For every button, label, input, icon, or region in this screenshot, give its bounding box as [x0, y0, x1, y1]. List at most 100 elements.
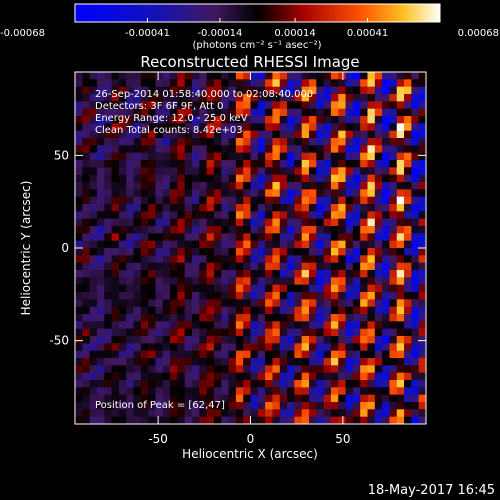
- heatmap-cell: [104, 226, 112, 234]
- heatmap-cell: [345, 328, 354, 337]
- heatmap-cell: [148, 72, 156, 80]
- heatmap-cell: [140, 79, 149, 88]
- heatmap-cell: [177, 409, 186, 418]
- heatmap-cell: [316, 387, 325, 396]
- heatmap-cell: [418, 218, 427, 227]
- heatmap-cell: [243, 123, 251, 132]
- heatmap-cell: [243, 380, 251, 388]
- heatmap-cell: [75, 182, 83, 190]
- heatmap-cell: [213, 380, 222, 388]
- heatmap-cell: [374, 211, 383, 220]
- heatmap-cell: [235, 196, 244, 205]
- heatmap-cell: [389, 416, 398, 425]
- heatmap-cell: [257, 167, 266, 176]
- heatmap-cell: [345, 336, 354, 344]
- heatmap-cell: [265, 292, 273, 300]
- heatmap-cell: [374, 123, 383, 132]
- heatmap-cell: [345, 380, 354, 388]
- heatmap-cell: [118, 167, 127, 176]
- heatmap-cell: [213, 211, 222, 220]
- heatmap-cell: [148, 277, 156, 286]
- heatmap-cell: [323, 211, 332, 220]
- heatmap-cell: [360, 211, 368, 220]
- heatmap-cell: [411, 358, 420, 366]
- heatmap-cell: [111, 86, 120, 95]
- heatmap-cell: [75, 321, 83, 330]
- heatmap-cell: [118, 416, 127, 425]
- heatmap-cell: [338, 365, 346, 374]
- heatmap-cell: [221, 167, 229, 176]
- heatmap-cell: [316, 108, 325, 117]
- heatmap-cell: [418, 284, 427, 293]
- heatmap-cell: [89, 358, 98, 366]
- heatmap-cell: [323, 182, 332, 190]
- heatmap-cell: [213, 86, 222, 95]
- heatmap-cell: [192, 240, 200, 249]
- heatmap-cell: [235, 108, 244, 117]
- heatmap-cell: [404, 314, 412, 322]
- heatmap-cell: [228, 182, 237, 190]
- heatmap-cell: [294, 277, 303, 286]
- heatmap-cell: [287, 101, 295, 110]
- heatmap-cell: [352, 292, 361, 300]
- heatmap-cell: [382, 394, 390, 403]
- heatmap-cell: [265, 394, 273, 403]
- heatmap-cell: [155, 299, 164, 308]
- heatmap-cell: [279, 79, 288, 88]
- heatmap-cell: [118, 380, 127, 388]
- heatmap-cell: [235, 314, 244, 322]
- heatmap-cell: [360, 416, 368, 425]
- heatmap-cell: [104, 94, 112, 102]
- heatmap-cell: [140, 72, 149, 80]
- heatmap-cell: [323, 314, 332, 322]
- heatmap-cell: [89, 108, 98, 117]
- heatmap-cell: [287, 152, 295, 161]
- heatmap-cell: [177, 343, 186, 352]
- heatmap-cell: [221, 218, 229, 227]
- heatmap-cell: [170, 262, 178, 271]
- heatmap-cell: [389, 174, 398, 183]
- heatmap-cell: [396, 72, 405, 80]
- heatmap-cell: [250, 409, 259, 418]
- heatmap-cell: [389, 372, 398, 381]
- heatmap-cell: [345, 116, 354, 124]
- heatmap-cell: [272, 108, 281, 117]
- heatmap-cell: [345, 321, 354, 330]
- heatmap-cell: [309, 123, 317, 132]
- heatmap-cell: [287, 314, 295, 322]
- heatmap-cell: [111, 108, 120, 117]
- heatmap-cell: [126, 328, 134, 337]
- heatmap-cell: [396, 343, 405, 352]
- heatmap-cell: [192, 108, 200, 117]
- heatmap-cell: [316, 79, 325, 88]
- heatmap-cell: [89, 328, 98, 337]
- heatmap-cell: [170, 72, 178, 80]
- heatmap-cell: [162, 328, 171, 337]
- heatmap-cell: [352, 350, 361, 359]
- heatmap-cell: [250, 262, 259, 271]
- heatmap-cell: [206, 255, 215, 264]
- heatmap-cell: [89, 387, 98, 396]
- heatmap-cell: [228, 292, 237, 300]
- heatmap-cell: [309, 196, 317, 205]
- heatmap-cell: [89, 343, 98, 352]
- heatmap-cell: [162, 350, 171, 359]
- heatmap-cell: [133, 218, 142, 227]
- heatmap-cell: [243, 72, 251, 80]
- heatmap-cell: [192, 306, 200, 315]
- heatmap-cell: [213, 189, 222, 198]
- heatmap-cell: [82, 167, 91, 176]
- heatmap-cell: [316, 380, 325, 388]
- heatmap-cell: [82, 402, 91, 410]
- heatmap-cell: [382, 336, 390, 344]
- heatmap-cell: [199, 314, 208, 322]
- heatmap-cell: [367, 350, 376, 359]
- heatmap-cell: [228, 277, 237, 286]
- heatmap-cell: [126, 380, 134, 388]
- heatmap-cell: [345, 343, 354, 352]
- heatmap-cell: [367, 86, 376, 95]
- heatmap-cell: [243, 299, 251, 308]
- heatmap-cell: [148, 94, 156, 102]
- heatmap-cell: [177, 402, 186, 410]
- heatmap-cell: [243, 284, 251, 293]
